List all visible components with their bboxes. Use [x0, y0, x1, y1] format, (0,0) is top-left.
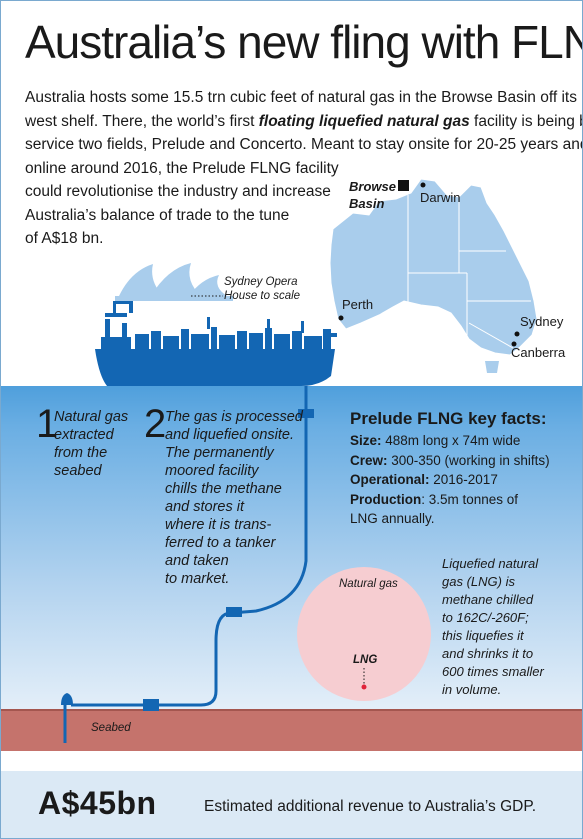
intro-highlight: floating liquefied natural gas — [258, 112, 470, 130]
step-line: Natural gas — [54, 409, 129, 425]
step-1-text: Natural gas extracted from the seabed — [54, 408, 128, 480]
browse-basin-marker — [398, 180, 409, 191]
canberra-label: Canberra — [511, 345, 566, 360]
lng-note-line: Liquefied natural — [442, 556, 539, 571]
intro-line-post: facility is being built to — [474, 112, 582, 130]
fact-value: 2016-2017 — [429, 472, 498, 487]
fact-operational: Operational: 2016-2017 — [350, 470, 550, 490]
canberra-dot — [511, 341, 517, 347]
fact-production-cont: LNG annually. — [350, 511, 435, 526]
step-line: and taken — [165, 553, 229, 569]
lng-note-line: and shrinks it to — [442, 646, 534, 661]
step-line: The gas is processed — [165, 409, 303, 425]
seabed — [1, 709, 582, 751]
intro-line: west shelf. There, the world’s first flo… — [25, 110, 582, 134]
natural-gas-label: Natural gas — [339, 578, 398, 590]
facts-title: Prelude FLNG key facts: — [350, 409, 547, 428]
lng-label: LNG — [353, 654, 378, 666]
step-line: and liquefied onsite. — [165, 427, 294, 443]
fact-size: Size: 488m long x 74m wide — [350, 431, 550, 451]
browse-basin-label: Browse Basin — [349, 178, 396, 212]
step-line: extracted — [54, 427, 114, 443]
intro-line: online around 2016, the Prelude FLNG fac… — [25, 159, 339, 177]
pipe-joint — [143, 699, 159, 711]
sydney-dot — [514, 331, 520, 337]
step-line: and stores it — [165, 499, 244, 515]
intro-line: of A$18 bn. — [25, 230, 104, 247]
seabed-label: Seabed — [91, 722, 131, 734]
opera-house-label-line: Sydney Opera — [224, 276, 298, 288]
opera-house-icon — [115, 263, 233, 301]
step-line: where it is trans- — [165, 517, 272, 533]
lng-note: Liquefied natural gas (LNG) is methane c… — [442, 555, 544, 699]
lng-volume-dot — [361, 684, 367, 690]
pipe-joint — [226, 607, 242, 617]
step-line: from the — [54, 445, 108, 461]
fact-label: Size: — [350, 433, 382, 448]
page-title: Australia’s new fling with FLNG — [25, 16, 583, 68]
intro-paragraph: Australia hosts some 15.5 trn cubic feet… — [25, 86, 583, 251]
browse-basin-label-line: Browse — [349, 179, 396, 194]
step-number: 1 — [36, 402, 59, 446]
fact-crew: Crew: 300-350 (working in shifts) — [350, 451, 550, 471]
sydney-label: Sydney — [520, 314, 564, 329]
step-line: chills the methane — [165, 481, 282, 497]
lng-note-line: to 162C/-260F; — [442, 610, 529, 625]
lng-note-line: in volume. — [442, 682, 502, 697]
facts-list: Size: 488m long x 74m wide Crew: 300-350… — [350, 431, 550, 529]
natural-gas-volume-circle — [297, 567, 431, 701]
gdp-caption: Estimated additional revenue to Australi… — [204, 798, 537, 815]
fact-value: 300-350 (working in shifts) — [387, 452, 550, 468]
intro-line: Australia hosts some 15.5 trn cubic feet… — [25, 89, 583, 106]
darwin-label: Darwin — [420, 190, 461, 205]
opera-house-label: Sydney Opera House to scale — [224, 275, 300, 303]
perth-label: Perth — [342, 297, 374, 312]
intro-line: Australia’s balance of trade to the tune — [25, 206, 290, 224]
drill-head-icon — [61, 693, 73, 705]
intro-line: could revolutionise the industry and inc… — [25, 183, 331, 200]
fact-value: 488m long x 74m wide — [381, 433, 521, 448]
fact-value: : 3.5m tonnes of — [421, 491, 519, 507]
fact-label: Production — [350, 491, 422, 507]
opera-house-label-line: House to scale — [224, 290, 301, 302]
ocean-background — [1, 386, 582, 711]
step-line: ferred to a tanker — [165, 535, 276, 551]
step-line: The permanently — [165, 445, 274, 461]
fact-production: Production: 3.5m tonnes of — [350, 490, 550, 510]
step-line: moored facility — [165, 463, 259, 479]
lng-note-line: methane chilled — [442, 592, 534, 607]
pipe-joint — [298, 409, 314, 418]
browse-basin-label-line: Basin — [349, 196, 385, 211]
gas-pipeline — [61, 386, 314, 743]
darwin-dot — [420, 182, 426, 188]
lng-note-line: 600 times smaller — [442, 664, 544, 679]
perth-dot — [338, 315, 344, 321]
intro-line-pre: west shelf. There, the world’s first — [25, 112, 259, 130]
fact-label: Operational: — [350, 472, 430, 487]
step-line: to market. — [165, 571, 230, 587]
gdp-amount: A$45bn — [38, 785, 157, 821]
australia-map — [329, 178, 538, 373]
step-2-text: The gas is processed and liquefied onsit… — [165, 408, 303, 588]
lng-note-line: this liquefies it — [442, 628, 524, 643]
fact-label: Crew: — [350, 452, 388, 468]
lng-note-line: gas (LNG) is — [442, 574, 515, 589]
flng-ship-icon — [95, 301, 337, 386]
intro-line: service two fields, Prelude and Concerto… — [25, 136, 583, 153]
step-number: 2 — [144, 402, 167, 446]
footer-band — [1, 771, 582, 838]
step-line: seabed — [54, 463, 102, 479]
